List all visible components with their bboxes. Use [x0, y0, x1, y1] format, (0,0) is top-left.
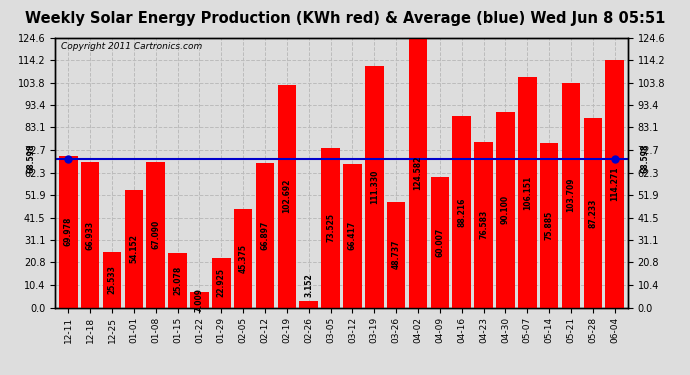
Text: 90.100: 90.100 [501, 195, 510, 225]
Text: 102.692: 102.692 [282, 179, 291, 213]
Text: 73.525: 73.525 [326, 213, 335, 242]
Text: 48.737: 48.737 [392, 240, 401, 270]
Bar [431, 177, 449, 308]
Text: Copyright 2011 Cartronics.com: Copyright 2011 Cartronics.com [61, 42, 202, 51]
Bar [59, 156, 77, 308]
Bar [125, 190, 144, 308]
Bar [365, 66, 384, 308]
Bar [584, 118, 602, 308]
Text: 66.897: 66.897 [261, 220, 270, 250]
Bar [190, 292, 209, 308]
Bar [277, 85, 296, 308]
Bar [518, 78, 537, 308]
Text: 22.925: 22.925 [217, 268, 226, 297]
Bar [146, 162, 165, 308]
Bar [408, 38, 427, 308]
Bar [256, 162, 275, 308]
Text: 76.583: 76.583 [479, 210, 488, 239]
Text: 66.933: 66.933 [86, 220, 95, 249]
Text: 45.375: 45.375 [239, 244, 248, 273]
Text: 54.152: 54.152 [130, 234, 139, 263]
Bar [322, 148, 340, 308]
Text: 75.885: 75.885 [544, 211, 553, 240]
Bar [496, 112, 515, 308]
Text: 111.330: 111.330 [370, 170, 379, 204]
Bar [299, 301, 318, 307]
Text: 106.151: 106.151 [523, 176, 532, 210]
Bar [474, 141, 493, 308]
Bar [453, 116, 471, 308]
Text: 66.417: 66.417 [348, 221, 357, 250]
Text: 114.271: 114.271 [610, 166, 620, 201]
Bar [168, 253, 187, 308]
Bar [212, 258, 230, 308]
Bar [562, 83, 580, 308]
Text: 103.709: 103.709 [566, 178, 575, 212]
Text: 68.598: 68.598 [640, 144, 650, 174]
Text: 68.598: 68.598 [26, 144, 36, 174]
Text: 87.233: 87.233 [589, 198, 598, 228]
Text: 67.090: 67.090 [151, 220, 160, 249]
Text: 60.007: 60.007 [435, 228, 444, 257]
Bar [103, 252, 121, 308]
Bar [343, 164, 362, 308]
Text: 7.009: 7.009 [195, 288, 204, 312]
Bar [606, 60, 624, 308]
Text: 3.152: 3.152 [304, 274, 313, 297]
Text: 25.078: 25.078 [173, 266, 182, 295]
Bar [387, 202, 406, 308]
Bar [81, 162, 99, 308]
Bar [540, 143, 558, 308]
Text: 69.978: 69.978 [63, 217, 73, 246]
Text: 88.216: 88.216 [457, 197, 466, 226]
Text: 124.582: 124.582 [413, 155, 422, 190]
Bar [234, 209, 253, 308]
Text: Weekly Solar Energy Production (KWh red) & Average (blue) Wed Jun 8 05:51: Weekly Solar Energy Production (KWh red)… [25, 11, 665, 26]
Text: 25.533: 25.533 [108, 266, 117, 294]
